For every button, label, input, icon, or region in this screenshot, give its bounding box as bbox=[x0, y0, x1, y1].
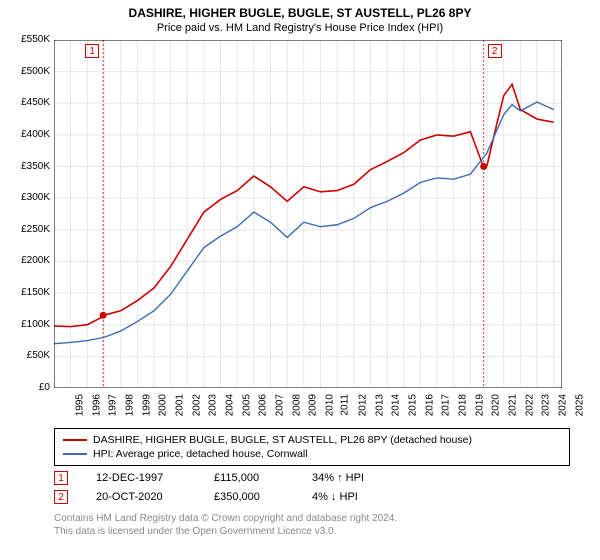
legend-swatch-property bbox=[63, 439, 87, 441]
x-tick-label: 2020 bbox=[491, 394, 502, 416]
x-tick-label: 2007 bbox=[274, 394, 285, 416]
y-tick-label: £400K bbox=[21, 129, 50, 140]
annotation-id-box: 2 bbox=[54, 490, 68, 504]
x-tick-label: 2001 bbox=[174, 394, 185, 416]
legend: DASHIRE, HIGHER BUGLE, BUGLE, ST AUSTELL… bbox=[54, 428, 570, 466]
y-tick-label: £150K bbox=[21, 287, 50, 298]
x-tick-label: 1995 bbox=[74, 394, 85, 416]
y-tick-label: £50K bbox=[27, 350, 50, 361]
footer-line: Contains HM Land Registry data © Crown c… bbox=[54, 512, 600, 525]
y-tick-label: £500K bbox=[21, 66, 50, 77]
annotation-delta: 34% ↑ HPI bbox=[312, 472, 364, 484]
chart-container: DASHIRE, HIGHER BUGLE, BUGLE, ST AUSTELL… bbox=[0, 0, 600, 560]
x-tick-label: 2013 bbox=[374, 394, 385, 416]
x-tick-label: 1999 bbox=[141, 394, 152, 416]
x-tick-label: 2003 bbox=[207, 394, 218, 416]
annotation-row: 2 20-OCT-2020 £350,000 4% ↓ HPI bbox=[54, 490, 600, 504]
x-tick-label: 2024 bbox=[557, 394, 568, 416]
legend-item-hpi: HPI: Average price, detached house, Corn… bbox=[63, 447, 561, 461]
x-tick-label: 2010 bbox=[324, 394, 335, 416]
y-tick-label: £100K bbox=[21, 319, 50, 330]
y-tick-label: £350K bbox=[21, 161, 50, 172]
x-tick-label: 2017 bbox=[441, 394, 452, 416]
x-tick-label: 2016 bbox=[424, 394, 435, 416]
x-tick-label: 2021 bbox=[507, 394, 518, 416]
annotation-price: £350,000 bbox=[214, 491, 284, 503]
legend-swatch-hpi bbox=[63, 453, 87, 455]
y-tick-label: £0 bbox=[39, 382, 50, 393]
x-tick-label: 2015 bbox=[407, 394, 418, 416]
transaction-box: 1 bbox=[85, 44, 99, 58]
transaction-marker bbox=[100, 312, 107, 319]
x-tick-label: 2008 bbox=[291, 394, 302, 416]
annotation-price: £115,000 bbox=[214, 472, 284, 484]
annotation-date: 12-DEC-1997 bbox=[96, 472, 186, 484]
x-tick-label: 2014 bbox=[391, 394, 402, 416]
annotation-id-box: 1 bbox=[54, 471, 68, 485]
y-tick-label: £200K bbox=[21, 255, 50, 266]
transaction-box: 2 bbox=[488, 44, 502, 58]
legend-label: HPI: Average price, detached house, Corn… bbox=[93, 448, 308, 460]
footer-line: This data is licensed under the Open Gov… bbox=[54, 525, 600, 538]
legend-item-property: DASHIRE, HIGHER BUGLE, BUGLE, ST AUSTELL… bbox=[63, 433, 561, 447]
x-tick-label: 2019 bbox=[474, 394, 485, 416]
y-tick-label: £250K bbox=[21, 224, 50, 235]
x-tick-label: 2025 bbox=[574, 394, 585, 416]
x-tick-label: 2000 bbox=[158, 394, 169, 416]
x-tick-label: 2005 bbox=[241, 394, 252, 416]
x-tick-label: 2011 bbox=[340, 394, 351, 416]
legend-label: DASHIRE, HIGHER BUGLE, BUGLE, ST AUSTELL… bbox=[93, 434, 472, 446]
footer-text: Contains HM Land Registry data © Crown c… bbox=[54, 512, 600, 538]
x-tick-label: 1997 bbox=[108, 394, 119, 416]
annotation-delta: 4% ↓ HPI bbox=[312, 491, 358, 503]
y-tick-label: £550K bbox=[21, 34, 50, 45]
x-tick-label: 1998 bbox=[124, 394, 135, 416]
x-tick-label: 2022 bbox=[524, 394, 535, 416]
x-tick-label: 2023 bbox=[541, 394, 552, 416]
chart-subtitle: Price paid vs. HM Land Registry's House … bbox=[0, 20, 600, 34]
chart-title: DASHIRE, HIGHER BUGLE, BUGLE, ST AUSTELL… bbox=[0, 0, 600, 20]
y-tick-label: £300K bbox=[21, 192, 50, 203]
y-tick-label: £450K bbox=[21, 97, 50, 108]
x-tick-label: 2004 bbox=[224, 394, 235, 416]
x-tick-label: 2018 bbox=[457, 394, 468, 416]
x-tick-label: 2009 bbox=[307, 394, 318, 416]
x-tick-label: 2002 bbox=[191, 394, 202, 416]
x-tick-label: 2006 bbox=[257, 394, 268, 416]
x-tick-label: 2012 bbox=[357, 394, 368, 416]
annotation-rows: 1 12-DEC-1997 £115,000 34% ↑ HPI 2 20-OCT-202… bbox=[0, 471, 600, 504]
transaction-marker bbox=[480, 163, 487, 170]
chart-svg bbox=[54, 40, 562, 388]
plot-area: £0£50K£100K£150K£200K£250K£300K£350K£400… bbox=[54, 40, 562, 388]
annotation-row: 1 12-DEC-1997 £115,000 34% ↑ HPI bbox=[54, 471, 600, 485]
annotation-date: 20-OCT-2020 bbox=[96, 491, 186, 503]
x-tick-label: 1996 bbox=[91, 394, 102, 416]
